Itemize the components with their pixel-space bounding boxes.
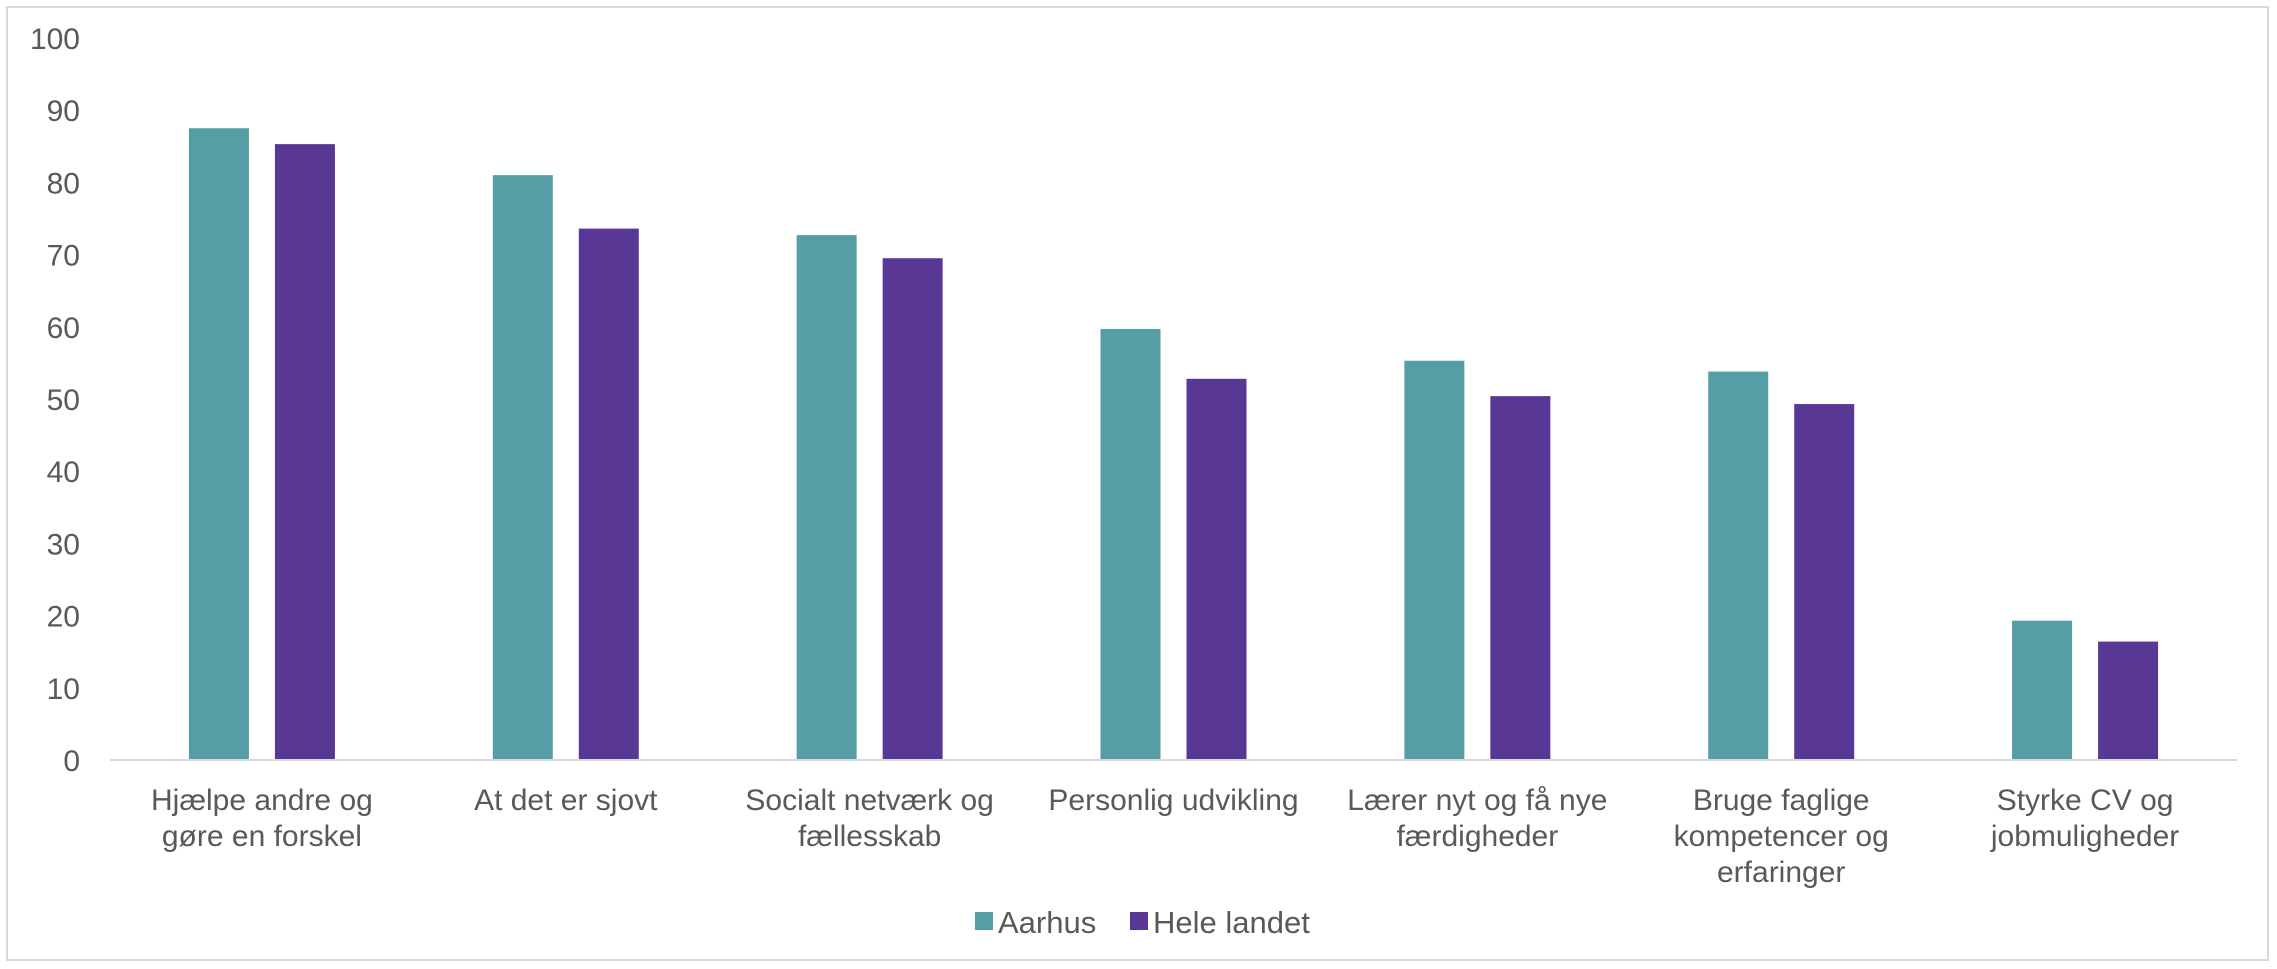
bar-aarhus [492, 175, 553, 760]
x-tick-label-line: Lærer nyt og få nye [1347, 784, 1607, 817]
x-tick-label-line: Hjælpe andre og [151, 784, 373, 817]
x-tick-label-line: gøre en forskel [162, 820, 362, 853]
x-tick-label-line: At det er sjovt [474, 784, 658, 817]
y-tick-label: 70 [47, 240, 80, 273]
y-tick-label: 30 [47, 528, 80, 561]
bar-aarhus [1708, 371, 1769, 760]
bar-hele-landet [882, 258, 943, 760]
legend-label: Hele landet [1153, 905, 1310, 940]
bars [188, 128, 2159, 760]
bar-aarhus [796, 235, 857, 760]
y-tick-label: 60 [47, 312, 80, 345]
legend-swatch [1130, 912, 1148, 930]
x-tick-label-line: fællesskab [798, 820, 941, 853]
x-tick-label: Socialt netværk og fællesskab [745, 784, 993, 853]
y-tick-label: 50 [47, 384, 80, 417]
legend-swatch [975, 912, 993, 930]
y-tick-label: 10 [47, 673, 80, 706]
y-tick-label: 20 [47, 601, 80, 634]
bar-hele-landet [1490, 396, 1551, 760]
x-tick-label: Bruge faglige kompetencer og erfaringer [1674, 784, 1889, 889]
x-tick-label-line: færdigheder [1396, 820, 1558, 853]
bar-hele-landet [2098, 641, 2159, 760]
x-tick-label-line: kompetencer og [1674, 820, 1889, 853]
bar-aarhus [188, 128, 249, 760]
x-tick-label-line: Styrke CV og [1997, 784, 2174, 817]
x-tick-label-line: Socialt netværk og [745, 784, 993, 817]
bar-hele-landet [1794, 404, 1855, 760]
x-tick-label-line: Bruge faglige [1693, 784, 1870, 817]
bar-aarhus [1404, 360, 1465, 760]
bar-hele-landet [274, 144, 335, 760]
x-tick-label: Hjælpe andre og gøre en forskel [151, 784, 373, 853]
y-tick-label: 80 [47, 167, 80, 200]
y-tick-label: 90 [47, 95, 80, 128]
bar-hele-landet [578, 228, 639, 760]
bar-aarhus [1100, 328, 1161, 760]
x-tick-label-line: Personlig udvikling [1048, 784, 1298, 817]
bar-aarhus [2012, 620, 2073, 760]
y-axis: 0 10 20 30 40 50 60 70 80 90 100 [30, 23, 80, 778]
x-tick-label: Lærer nyt og få nye færdigheder [1347, 784, 1607, 853]
x-tick-label-line: jobmuligheder [1990, 820, 2179, 853]
y-tick-label: 0 [63, 745, 80, 778]
x-tick-label: At det er sjovt [474, 784, 658, 817]
legend: Aarhus Hele landet [975, 905, 1310, 940]
x-axis: Hjælpe andre og gøre en forskel At det er … [151, 784, 2179, 889]
x-tick-label: Styrke CV og jobmuligheder [1990, 784, 2179, 853]
y-tick-label: 100 [30, 23, 80, 56]
legend-label: Aarhus [998, 905, 1096, 940]
x-tick-label: Personlig udvikling [1048, 784, 1298, 817]
bar-hele-landet [1186, 378, 1247, 760]
x-tick-label-line: erfaringer [1717, 856, 1845, 889]
y-tick-label: 40 [47, 456, 80, 489]
